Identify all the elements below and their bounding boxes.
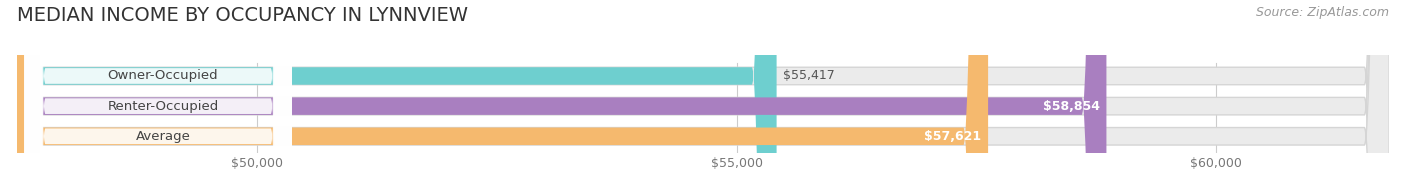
FancyBboxPatch shape (17, 0, 776, 196)
Text: Source: ZipAtlas.com: Source: ZipAtlas.com (1256, 6, 1389, 19)
FancyBboxPatch shape (24, 0, 292, 196)
FancyBboxPatch shape (24, 0, 292, 196)
Text: $57,621: $57,621 (924, 130, 981, 143)
FancyBboxPatch shape (17, 0, 988, 196)
Text: $55,417: $55,417 (783, 70, 835, 83)
Text: Renter-Occupied: Renter-Occupied (107, 100, 218, 113)
FancyBboxPatch shape (17, 0, 1389, 196)
FancyBboxPatch shape (17, 0, 1107, 196)
FancyBboxPatch shape (17, 0, 1389, 196)
Text: $58,854: $58,854 (1043, 100, 1099, 113)
Text: MEDIAN INCOME BY OCCUPANCY IN LYNNVIEW: MEDIAN INCOME BY OCCUPANCY IN LYNNVIEW (17, 6, 468, 25)
FancyBboxPatch shape (24, 0, 292, 196)
Text: Average: Average (135, 130, 190, 143)
Text: Owner-Occupied: Owner-Occupied (108, 70, 218, 83)
FancyBboxPatch shape (17, 0, 1389, 196)
